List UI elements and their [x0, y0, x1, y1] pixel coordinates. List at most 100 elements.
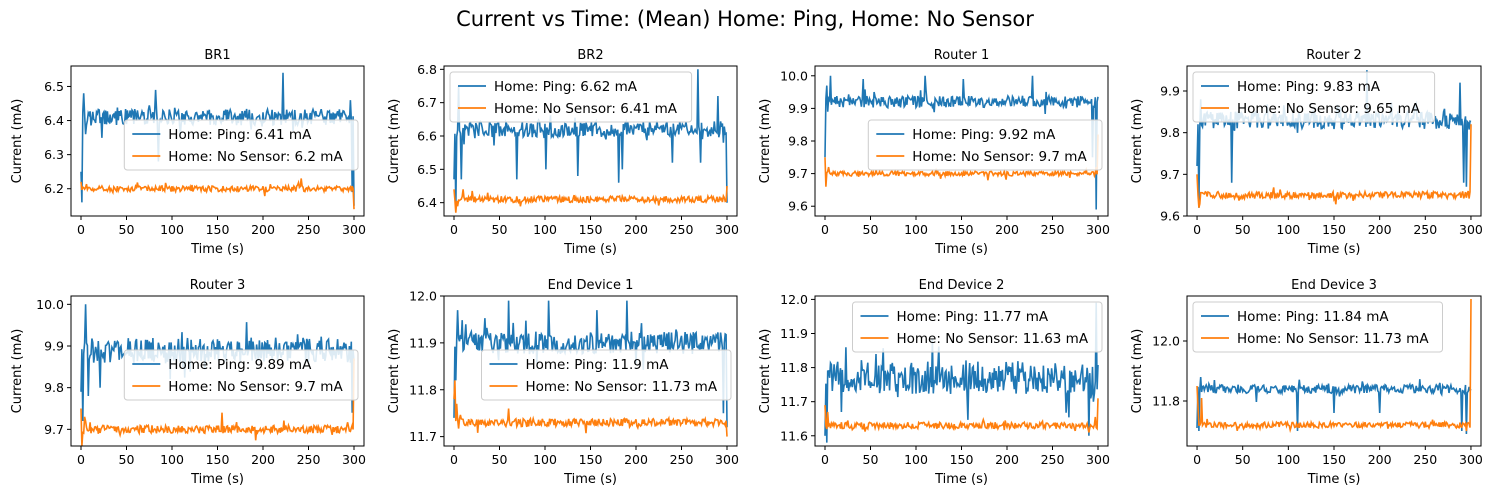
x-tick-label: 200: [995, 452, 1019, 467]
x-axis-label: Time (s): [934, 242, 988, 257]
x-axis-label: Time (s): [934, 472, 988, 487]
legend-entry: Home: Ping: 9.89 mA: [168, 357, 312, 373]
x-tick-label: 150: [579, 222, 603, 237]
y-tick-label: 12.0: [409, 289, 437, 304]
legend: Home: Ping: 9.92 mA Home: No Sensor: 9.7 …: [867, 119, 1103, 171]
series-line-no-sensor: [824, 398, 1099, 433]
subplot-5: 0 50 100 150 200 250 300 9.7 9.8 9.9 10.0 Router 3 T…: [10, 278, 366, 487]
legend: Home: Ping: 11.77 mA Home: No Sensor: 11.…: [852, 301, 1103, 353]
y-tick-label: 10.0: [36, 297, 64, 312]
x-tick-label: 100: [533, 222, 557, 237]
series-line-no-sensor: [1196, 124, 1472, 208]
legend: Home: Ping: 11.9 mA Home: No Sensor: 11.7…: [481, 349, 732, 401]
x-tick-label: 200: [1368, 222, 1392, 237]
y-tick-label: 6.3: [44, 147, 64, 162]
y-tick-label: 11.8: [409, 382, 437, 397]
subplot-title: Router 1: [934, 48, 990, 63]
subplot-title: End Device 1: [548, 278, 634, 293]
subplot-1: 0 50 100 150 200 250 300 6.2 6.3 6.4 6.5 BR1 Time (s…: [10, 48, 366, 257]
x-axis-label: Time (s): [1307, 472, 1361, 487]
x-tick-label: 150: [1322, 452, 1346, 467]
x-tick-label: 250: [1413, 222, 1437, 237]
x-tick-label: 300: [715, 452, 739, 467]
x-tick-label: 50: [492, 222, 508, 237]
y-tick-label: 6.6: [417, 129, 437, 144]
y-tick-label: 6.7: [417, 95, 437, 110]
legend-box: [123, 119, 359, 171]
y-axis-label: Current (mA): [10, 329, 25, 414]
y-tick-label: 11.9: [409, 335, 437, 350]
y-tick-label: 9.9: [788, 101, 808, 116]
legend: Home: Ping: 9.89 mA Home: No Sensor: 9.7 …: [123, 349, 359, 401]
x-tick-label: 150: [579, 452, 603, 467]
y-axis-label: Current (mA): [758, 329, 773, 414]
x-tick-label: 0: [821, 222, 829, 237]
series-line-no-sensor: [453, 185, 728, 213]
subplot-title: End Device 3: [1291, 278, 1377, 293]
legend-entry: Home: No Sensor: 11.73 mA: [1237, 331, 1429, 347]
x-tick-label: 0: [77, 222, 85, 237]
x-tick-label: 50: [1235, 222, 1251, 237]
legend-box: [1192, 71, 1436, 123]
y-tick-label: 11.9: [780, 326, 808, 341]
x-tick-label: 300: [342, 452, 366, 467]
x-tick-label: 50: [1235, 452, 1251, 467]
y-tick-label: 9.9: [44, 339, 64, 354]
legend: Home: Ping: 6.62 mA Home: No Sensor: 6.41…: [449, 71, 693, 123]
subplot-4: 0 50 100 150 200 250 300 9.6 9.7 9.8 9.9 Router 2 Ti…: [1130, 48, 1483, 257]
legend-entry: Home: No Sensor: 11.73 mA: [526, 379, 718, 395]
x-tick-label: 250: [670, 222, 694, 237]
y-tick-label: 9.8: [788, 134, 808, 149]
x-tick-label: 50: [863, 452, 879, 467]
subplot-title: End Device 2: [919, 278, 1005, 293]
legend: Home: Ping: 9.83 mA Home: No Sensor: 9.65…: [1192, 71, 1436, 123]
figure-title: Current vs Time: (Mean) Home: Ping, Home…: [456, 7, 1034, 31]
x-tick-label: 250: [297, 452, 321, 467]
x-tick-label: 100: [904, 222, 928, 237]
y-tick-label: 11.8: [780, 360, 808, 375]
y-axis-label: Current (mA): [758, 99, 773, 184]
subplot-2: 0 50 100 150 200 250 300 6.4 6.5 6.6 6.7 6.8 BR2 Time…: [387, 48, 739, 257]
subplot-8: 0 50 100 150 200 250 300 11.8 12.0 End Device 3 Ti…: [1130, 278, 1483, 487]
y-axis-label: Current (mA): [10, 99, 25, 184]
x-tick-label: 0: [77, 452, 85, 467]
y-tick-label: 11.7: [409, 429, 437, 444]
x-tick-label: 200: [995, 222, 1019, 237]
legend-entry: Home: No Sensor: 9.7 mA: [912, 149, 1087, 165]
x-tick-label: 50: [863, 222, 879, 237]
y-tick-label: 6.2: [44, 181, 64, 196]
y-tick-label: 6.5: [44, 79, 64, 94]
y-axis-label: Current (mA): [387, 99, 402, 184]
x-tick-label: 150: [1322, 222, 1346, 237]
x-tick-label: 300: [1459, 452, 1483, 467]
y-tick-label: 9.9: [1160, 84, 1180, 99]
x-tick-label: 0: [450, 222, 458, 237]
x-tick-label: 50: [119, 452, 135, 467]
y-tick-label: 6.5: [417, 162, 437, 177]
x-tick-label: 200: [624, 452, 648, 467]
x-tick-label: 250: [1041, 452, 1065, 467]
y-tick-label: 9.8: [44, 380, 64, 395]
legend-box: [123, 349, 359, 401]
legend-box: [481, 349, 732, 401]
subplot-3: 0 50 100 150 200 250 300 9.6 9.7 9.8 9.9 10.0 Router…: [758, 48, 1110, 257]
series-line-ping: [1196, 376, 1472, 435]
y-tick-label: 12.0: [1152, 334, 1180, 349]
y-tick-label: 9.7: [1160, 167, 1180, 182]
x-axis-label: Time (s): [190, 472, 244, 487]
legend-entry: Home: Ping: 11.9 mA: [526, 357, 670, 373]
legend-entry: Home: No Sensor: 6.2 mA: [168, 149, 343, 165]
y-tick-label: 9.7: [788, 166, 808, 181]
legend-box: [867, 119, 1103, 171]
legend-entry: Home: No Sensor: 11.63 mA: [897, 331, 1089, 347]
legend-entry: Home: Ping: 6.62 mA: [494, 79, 638, 95]
y-tick-label: 10.0: [780, 68, 808, 83]
series-line-ping: [824, 302, 1099, 443]
x-tick-label: 300: [1086, 452, 1110, 467]
subplot-title: BR1: [204, 48, 230, 63]
subplot-7: 0 50 100 150 200 250 300 11.6 11.7 11.8 11.9 12.0 En…: [758, 278, 1110, 487]
x-tick-label: 50: [492, 452, 508, 467]
series-line-ping: [824, 75, 1099, 210]
x-tick-label: 100: [1276, 452, 1300, 467]
legend: Home: Ping: 6.41 mA Home: No Sensor: 6.2 …: [123, 119, 359, 171]
